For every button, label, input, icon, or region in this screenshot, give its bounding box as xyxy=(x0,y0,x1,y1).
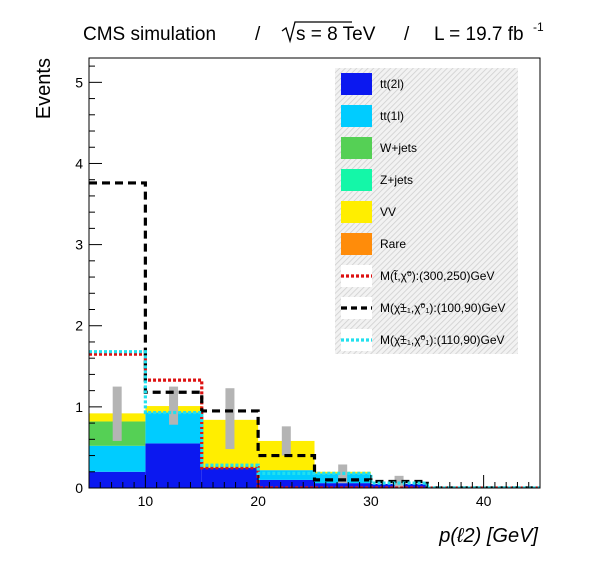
uncertainty-bar-0 xyxy=(112,386,122,441)
chart-header: CMS simulation / s = 8 TeV / L = 19.7 fb… xyxy=(83,20,544,45)
header-separator-2: / xyxy=(404,24,410,45)
bar-tt2l-bin-0 xyxy=(89,471,146,488)
legend-label-5: Rare xyxy=(380,237,406,251)
lumi-exponent: -1 xyxy=(533,20,544,34)
legend-swatch-4 xyxy=(341,201,372,223)
uncertainty-bar-2 xyxy=(225,388,235,450)
legend-label-2: W+jets xyxy=(380,141,417,155)
legend-label-7: M(χ̃±₁,χ̃⁰₁):(100,90)GeV xyxy=(380,301,505,315)
legend-label-8: M(χ̃±₁,χ̃⁰₁):(110,90)GeV xyxy=(380,333,505,347)
x-tick-label: 20 xyxy=(250,493,266,509)
header-separator: / xyxy=(255,24,261,45)
bar-tt2l-bin-1 xyxy=(145,443,202,488)
bar-tt1l-bin-0 xyxy=(89,445,146,472)
legend-label-6: M(t̃,χ̃⁰):(300,250)GeV xyxy=(380,268,494,283)
experiment-label: CMS simulation xyxy=(83,24,216,45)
legend-swatch-1 xyxy=(341,105,372,127)
y-tick-label: 0 xyxy=(75,480,83,496)
x-axis-label: p(ℓ2) [GeV] xyxy=(438,525,538,547)
legend-label-4: VV xyxy=(380,205,396,219)
bar-tt1l-bin-3 xyxy=(258,470,315,480)
y-tick-label: 5 xyxy=(75,74,83,90)
x-tick-label: 40 xyxy=(476,493,492,509)
bar-tt2l-bin-2 xyxy=(201,467,259,488)
x-tick-label: 30 xyxy=(363,493,379,509)
legend: tt(2l) tt(1l) W+jets Z+jets VV Rare M(t̃,χ̃⁰):… xyxy=(335,68,518,354)
legend-swatch-0 xyxy=(341,73,372,95)
energy-label: s = 8 TeV xyxy=(296,24,376,45)
bar-tt2l-bin-4 xyxy=(314,483,371,488)
legend-swatch-5 xyxy=(341,233,372,255)
lumi-label: L = 19.7 fb xyxy=(434,24,524,45)
bar-tt2l-bin-3 xyxy=(258,479,315,488)
axis-ticks: 10 20 30 40 0 1 2 3 4 5 xyxy=(75,65,530,509)
y-tick-label: 3 xyxy=(75,237,83,253)
y-tick-label: 1 xyxy=(75,399,83,415)
legend-label-0: tt(2l) xyxy=(380,77,404,91)
uncertainty-bar-1 xyxy=(169,386,179,425)
legend-swatch-2 xyxy=(341,137,372,159)
legend-swatch-3 xyxy=(341,169,372,191)
sqrt-symbol xyxy=(281,21,352,44)
legend-label-1: tt(1l) xyxy=(380,109,404,123)
legend-label-3: Z+jets xyxy=(380,173,413,187)
y-axis-label: Events xyxy=(33,58,55,119)
y-tick-label: 4 xyxy=(75,155,83,171)
y-tick-label: 2 xyxy=(75,318,83,334)
uncertainty-bar-3 xyxy=(281,426,291,456)
x-tick-label: 10 xyxy=(138,493,154,509)
signal-line-2 xyxy=(89,350,540,488)
